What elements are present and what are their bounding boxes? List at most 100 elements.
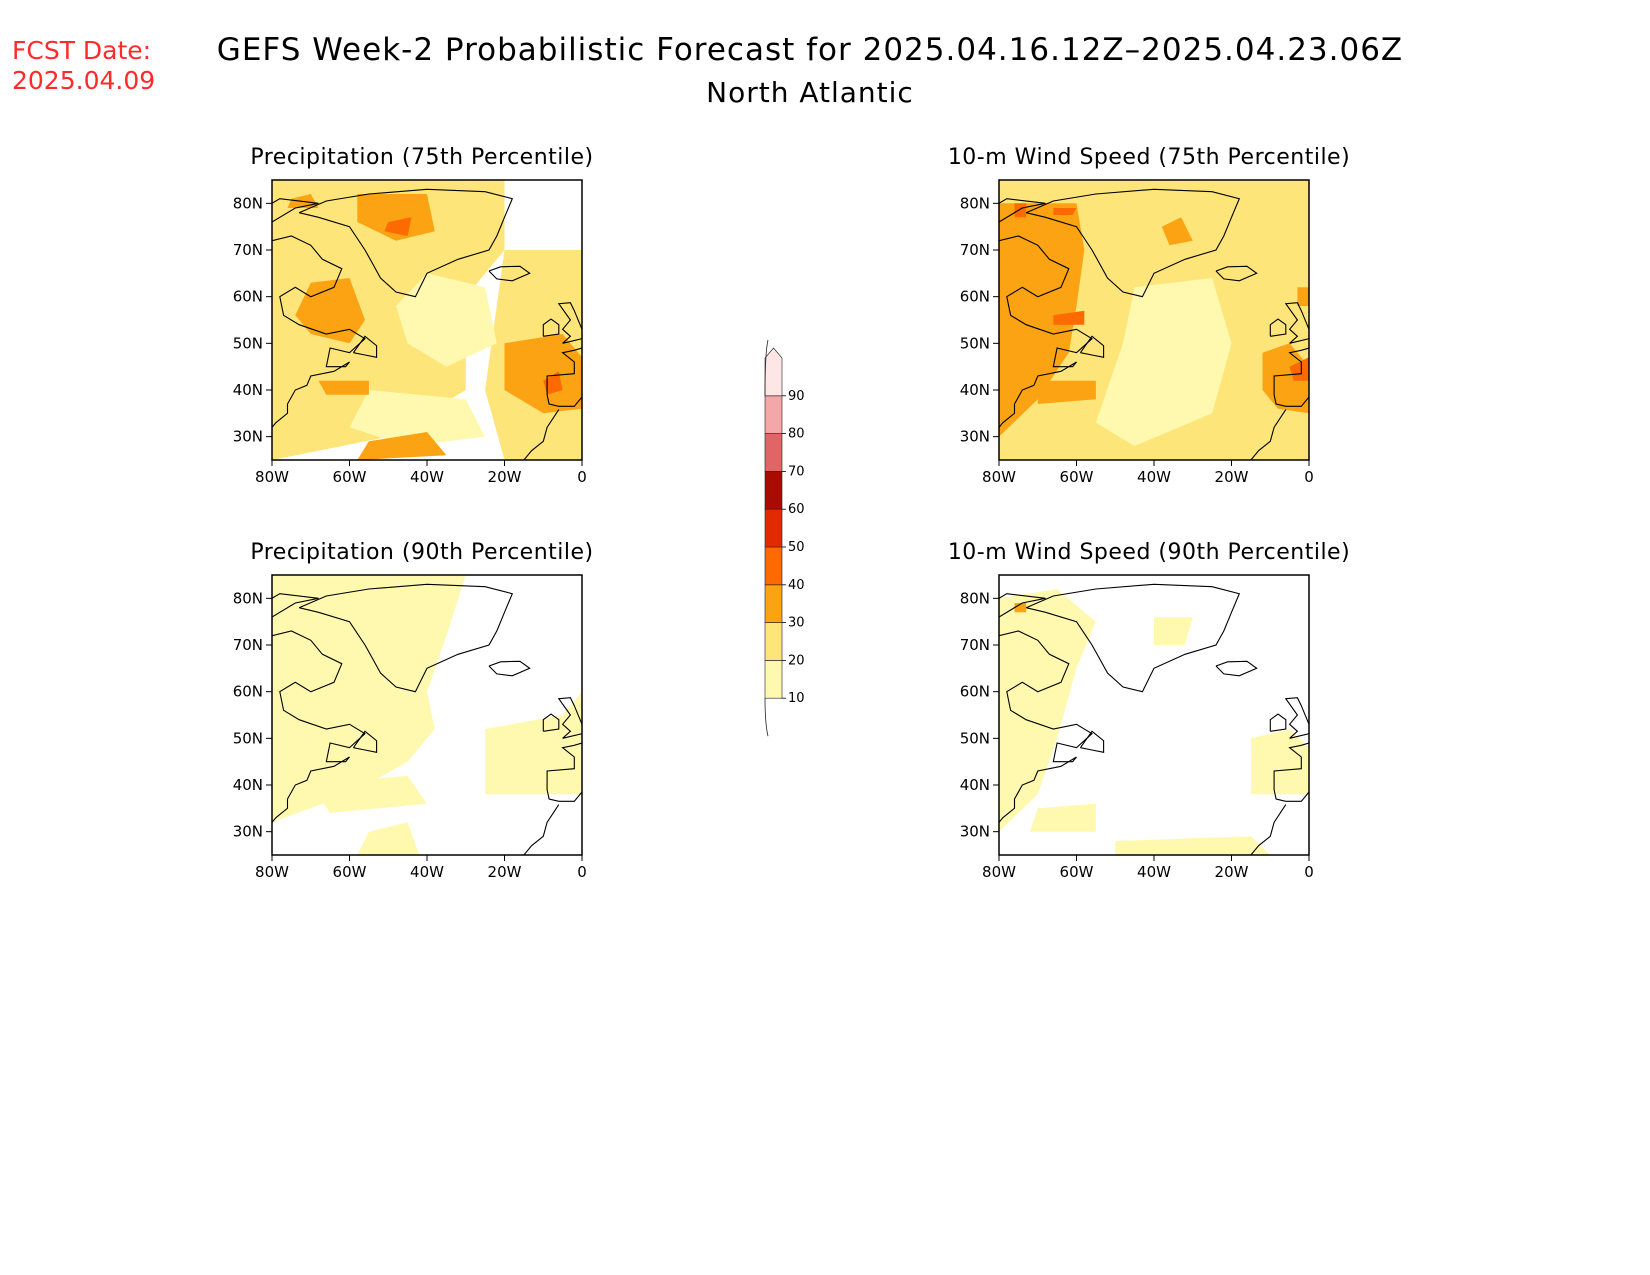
coastline: [1025, 188, 1241, 298]
lon-tick-label: 60W: [1060, 863, 1094, 881]
lon-tick-label: 20W: [1215, 863, 1249, 881]
colorbar-legend: 10 20 30 40 50 60 70 80 90: [760, 330, 880, 750]
contour-region: [1297, 287, 1309, 306]
coastline: [557, 697, 582, 739]
contour-layer: [999, 575, 1309, 855]
map-precip-90: Precipitation (90th Percentile) 80N 70N 60N…: [233, 540, 593, 881]
colorbar-swatch: [764, 433, 783, 472]
coastline: [1025, 583, 1241, 693]
lat-tick-label: 70N: [233, 636, 263, 654]
fcst-date-label: FCST Date: 2025.04.09: [12, 36, 155, 96]
lon-tick-label: 20W: [1215, 468, 1249, 486]
contour-region: [1014, 203, 1027, 218]
coastline: [272, 630, 366, 824]
lon-tick-label: 60W: [1060, 468, 1094, 486]
panel-title: Precipitation (75th Percentile): [250, 145, 593, 170]
coastline: [1284, 697, 1309, 739]
colorbar-swatch: [764, 347, 783, 397]
lon-tick-label: 0: [577, 863, 587, 881]
coastline: [352, 335, 378, 358]
coastline: [546, 742, 582, 802]
colorbar-tick-label: 90: [788, 389, 805, 404]
coastline: [999, 630, 1093, 824]
lat-tick-label: 70N: [960, 636, 990, 654]
colorbar-swatch: [764, 660, 783, 699]
lat-tick-label: 70N: [960, 241, 990, 259]
lon-tick-label: 20W: [488, 863, 522, 881]
lon-tick-label: 40W: [410, 468, 444, 486]
colorbar-swatch: [764, 622, 783, 661]
contour-region: [1161, 217, 1193, 246]
contour-region: [1250, 729, 1309, 795]
lat-tick-label: 40N: [960, 381, 990, 399]
coastline: [1079, 335, 1105, 358]
coastline: [542, 713, 560, 732]
panel-title: 10-m Wind Speed (75th Percentile): [948, 145, 1350, 170]
main-title: GEFS Week-2 Probabilistic Forecast for 2…: [216, 32, 1404, 68]
lon-tick-label: 0: [577, 468, 587, 486]
lat-tick-label: 50N: [233, 334, 263, 352]
colorbar-tick-label: 10: [788, 691, 805, 706]
panel-wind-90: 10-m Wind Speed (90th Percentile) 80N 70N 6…: [937, 535, 1497, 975]
coastline: [1273, 347, 1309, 407]
lat-tick-label: 50N: [960, 729, 990, 747]
coastline: [488, 265, 531, 282]
lon-tick-label: 40W: [410, 863, 444, 881]
contour-region: [310, 775, 427, 813]
contour-region: [384, 217, 412, 236]
contour-region: [504, 334, 582, 414]
colorbar-tick-label: 20: [788, 653, 805, 668]
lat-tick-label: 30N: [233, 823, 263, 841]
lon-tick-label: 40W: [1137, 468, 1171, 486]
lat-tick-label: 70N: [233, 241, 263, 259]
contour-region: [485, 691, 582, 795]
lat-tick-label: 60N: [233, 683, 263, 701]
lon-tick-label: 80W: [255, 468, 289, 486]
lat-tick-label: 50N: [233, 729, 263, 747]
colorbar-tick-label: 80: [788, 427, 805, 442]
coastline: [1273, 742, 1309, 802]
contour-region: [318, 380, 369, 395]
contour-layer: [999, 180, 1309, 460]
contour-region: [1053, 208, 1077, 215]
contour-region: [295, 278, 365, 344]
contour-region: [357, 822, 420, 855]
lat-tick-label: 30N: [233, 428, 263, 446]
coastline: [298, 583, 514, 693]
lat-tick-label: 80N: [233, 589, 263, 607]
colorbar-tick-label: 30: [788, 616, 805, 631]
contour-region: [357, 432, 447, 460]
coastline: [523, 409, 560, 460]
colorbar-swatch: [764, 546, 783, 586]
lon-tick-label: 80W: [982, 468, 1016, 486]
coastline: [999, 235, 1093, 429]
coastline: [298, 188, 514, 298]
fcst-label: FCST Date:: [12, 36, 152, 65]
colorbar-tick-label: 40: [788, 578, 805, 593]
coastline: [557, 302, 582, 344]
contour-region: [1053, 310, 1085, 325]
coastline: [999, 593, 1046, 618]
colorbar-swatch: [764, 584, 783, 623]
map-wind-90: 10-m Wind Speed (90th Percentile) 80N 70N 6…: [948, 540, 1350, 881]
coastline: [1250, 409, 1287, 460]
lat-tick-label: 60N: [233, 288, 263, 306]
lat-tick-label: 80N: [960, 589, 990, 607]
contour-region: [1115, 836, 1271, 855]
lat-tick-label: 40N: [233, 381, 263, 399]
contour-region: [1030, 803, 1096, 832]
fcst-date: 2025.04.09: [12, 66, 156, 95]
contour-region: [1037, 380, 1096, 404]
panel-wind-75: 10-m Wind Speed (75th Percentile) 80N 70N 6…: [937, 140, 1497, 580]
map-wind-75: 10-m Wind Speed (75th Percentile) 80N 70N 6…: [948, 145, 1350, 486]
coastline: [1269, 318, 1287, 337]
lat-tick-label: 50N: [960, 334, 990, 352]
coastline: [272, 235, 366, 429]
contour-region: [999, 589, 1096, 832]
coastline: [1215, 265, 1258, 282]
lat-tick-label: 30N: [960, 428, 990, 446]
lat-tick-label: 40N: [233, 776, 263, 794]
lat-tick-label: 60N: [960, 288, 990, 306]
contour-region: [357, 194, 435, 241]
lon-tick-label: 80W: [255, 863, 289, 881]
